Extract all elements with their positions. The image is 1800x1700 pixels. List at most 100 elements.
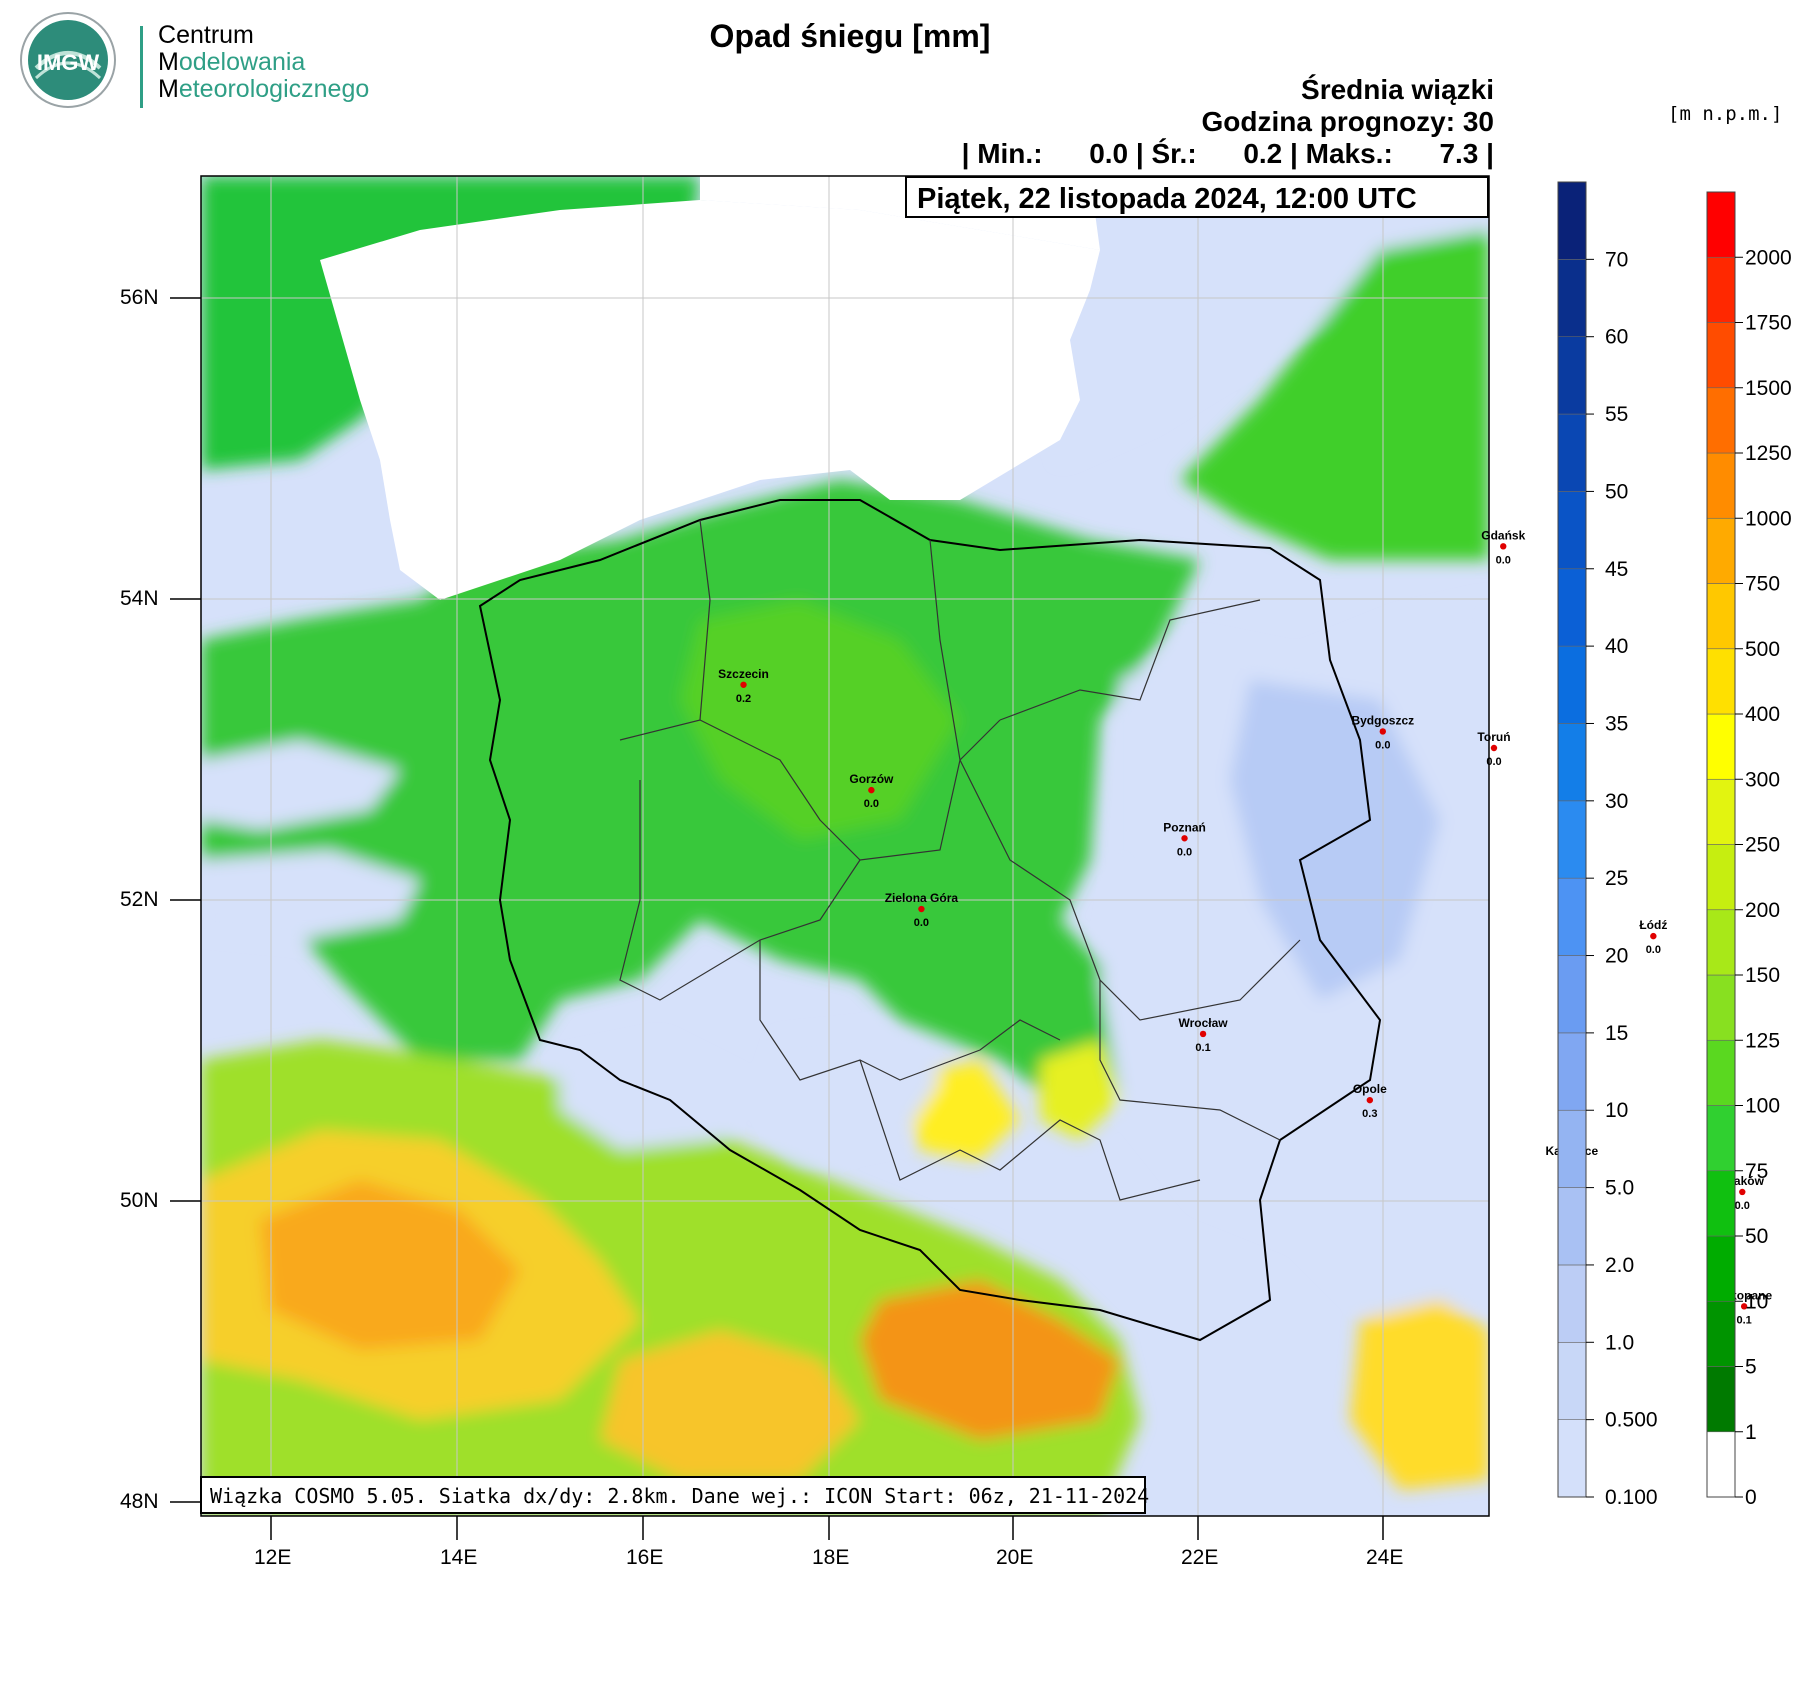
city-name: Wrocław [1178, 1016, 1228, 1030]
city-dot [1650, 932, 1657, 940]
city-marker: Łódź 0.0 [1639, 918, 1667, 956]
legend-frame [1557, 181, 1587, 1498]
legend-swatch [1557, 1109, 1587, 1188]
legend-label: 70 [1605, 248, 1628, 271]
city-dot [1366, 1096, 1374, 1104]
city-dot [1199, 1030, 1207, 1038]
city-value: 0.0 [1486, 756, 1501, 768]
legend-label: 150 [1745, 964, 1780, 987]
blue-region-opole [760, 1030, 940, 1160]
poland-border [478, 499, 1382, 1342]
city-value: 0.0 [1735, 1200, 1750, 1212]
city-name: Opole [1353, 1082, 1387, 1096]
city-marker: Bydgoszcz 0.0 [1351, 713, 1414, 751]
legend-label: 1500 [1745, 377, 1792, 400]
legend-label: 10 [1745, 1290, 1768, 1313]
legend-swatch [1557, 1187, 1587, 1266]
logo-line-2: Modelowania [158, 48, 306, 76]
green-region-poland [201, 480, 1200, 1120]
logo-badge-text: IMGW [37, 50, 100, 75]
city-value: 0.0 [914, 917, 929, 929]
city-name: Poznań [1163, 820, 1206, 834]
city-value: 0.1 [1195, 1042, 1210, 1054]
legend-label: 200 [1745, 899, 1780, 922]
logo-line-1: Centrum [158, 21, 254, 49]
blue-band-west-1 [201, 740, 400, 830]
city-value: 0.0 [1177, 846, 1192, 858]
legend-label: 2.0 [1605, 1254, 1634, 1277]
lon-label-18: 18E [812, 1546, 850, 1569]
legend-swatch [1557, 568, 1587, 647]
lon-label-12: 12E [254, 1546, 292, 1569]
legend-swatch [1706, 452, 1736, 519]
legend-swatch [1557, 259, 1587, 338]
voivodeship-borders [619, 519, 1301, 1201]
lat-label-56: 56N [120, 286, 159, 309]
stats-line: | Min.: 0.0 | Śr.: 0.2 | Maks.: 7.3 | [961, 138, 1494, 169]
orange-region-tatra [860, 1280, 1120, 1440]
elevation-legend: 0 1 5 10 50 75 100 125 150 200 250 300 400 500 750 1000… [1706, 191, 1792, 1509]
city-value: 0.3 [1362, 1108, 1377, 1120]
legend-label: 55 [1605, 403, 1628, 426]
legend-label: 500 [1745, 638, 1780, 661]
legend-label: 20 [1605, 945, 1628, 968]
legend-label: 300 [1745, 768, 1780, 791]
city-name: Gdańsk [1481, 528, 1525, 542]
city-value: 0.0 [864, 798, 879, 810]
lat-label-50: 50N [120, 1189, 159, 1212]
legend-swatch [1706, 1039, 1736, 1106]
forecast-hour-label: Godzina prognozy: 30 [1201, 106, 1494, 137]
city-name: Łódź [1639, 918, 1667, 932]
city-dot [1490, 744, 1498, 752]
city-value: 0.0 [1375, 739, 1390, 751]
city-dot [1739, 1188, 1746, 1196]
legend-label: 15 [1605, 1022, 1628, 1045]
snow-legend: 0.100 0.500 1.0 2.0 5.0 10 15 20 25 30 35 40 45 50 55 6… [1557, 181, 1658, 1509]
city-dot [1181, 835, 1188, 842]
legend-swatch [1557, 723, 1587, 802]
city-dot [1500, 543, 1507, 550]
legend-label: 125 [1745, 1029, 1780, 1052]
legend-swatch [1557, 800, 1587, 879]
legend-swatch [1706, 1366, 1736, 1433]
valid-date-box: Piątek, 22 listopada 2024, 12:00 UTC [905, 176, 1489, 218]
legend-swatch [1557, 955, 1587, 1034]
legend-label: 250 [1745, 834, 1780, 857]
legend-swatch [1557, 413, 1587, 492]
lat-label-52: 52N [120, 888, 159, 911]
legend-swatch [1706, 256, 1736, 323]
logo-divider [140, 26, 143, 108]
logo-line-3: Meteorologicznego [158, 75, 370, 103]
city-dot [868, 786, 875, 794]
lon-label-24: 24E [1366, 1546, 1404, 1569]
city-dot [1379, 728, 1387, 735]
yellow-region-beskidy [600, 1330, 860, 1480]
legend-swatch [1706, 1170, 1736, 1237]
city-value: 0.1 [1736, 1314, 1751, 1326]
city-name: Bydgoszcz [1351, 713, 1414, 727]
legend-swatch [1557, 181, 1587, 260]
city-marker: Gdańsk 0.0 [1481, 528, 1525, 566]
legend-swatch [1706, 1300, 1736, 1367]
green-region-baltics [1180, 230, 1489, 560]
legend-label: 25 [1605, 867, 1628, 890]
city-name: Gorzów [849, 772, 894, 786]
legend-label: 50 [1605, 480, 1628, 503]
chart-title: Opad śniegu [mm] [709, 18, 991, 54]
lat-label-48: 48N [120, 1490, 159, 1513]
legend-label: 1750 [1745, 312, 1792, 335]
legend-swatch [1557, 491, 1587, 570]
legend-swatch [1706, 1105, 1736, 1172]
city-marker: Zielona Góra 0.0 [885, 891, 959, 929]
legend-label: 100 [1745, 1095, 1780, 1118]
legend-swatch [1557, 1341, 1587, 1420]
lat-label-54: 54N [120, 587, 159, 610]
city-marker: Opole 0.3 [1353, 1082, 1387, 1120]
city-name: Zielona Góra [885, 891, 959, 905]
city-name: Szczecin [718, 667, 769, 681]
legend-swatch [1706, 648, 1736, 715]
lon-label-16: 16E [626, 1546, 664, 1569]
model-info-footer: Wiązka COSMO 5.05. Siatka dx/dy: 2.8km. … [200, 1476, 1149, 1514]
legend-swatch [1706, 1431, 1736, 1498]
axis-ticks [170, 297, 1384, 1540]
